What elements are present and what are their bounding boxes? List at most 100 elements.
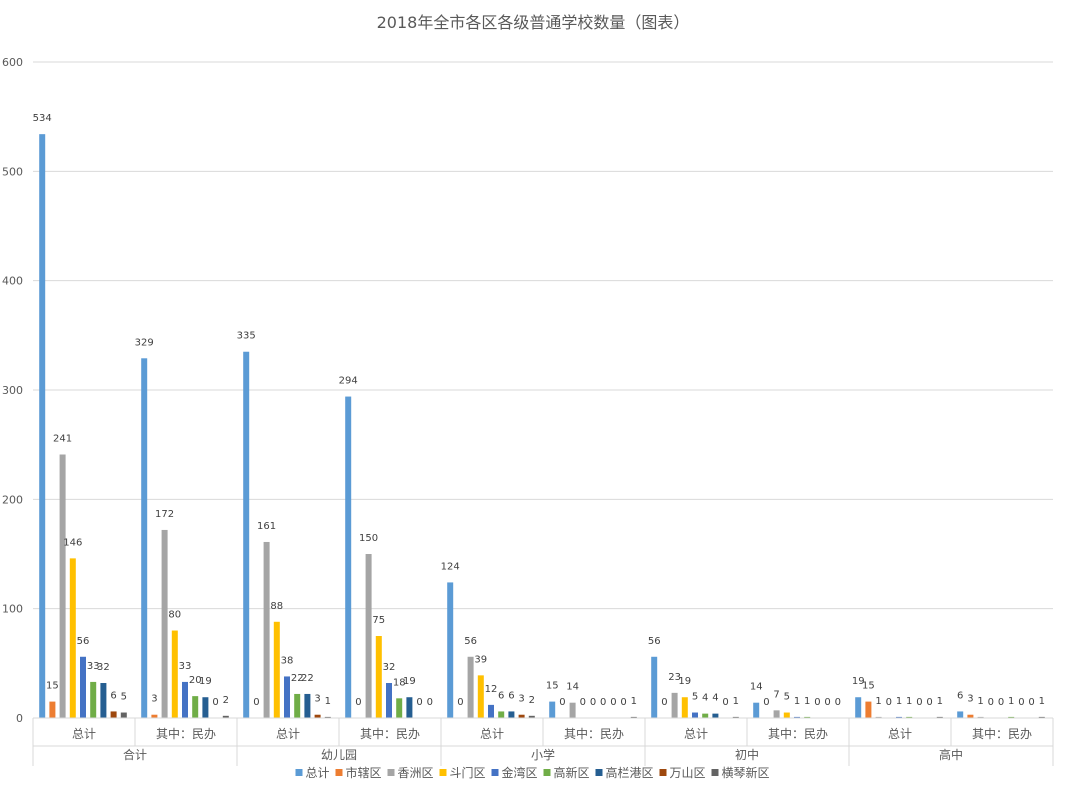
bar (518, 714, 525, 718)
data-label: 534 (33, 113, 52, 124)
data-label: 335 (237, 331, 256, 342)
legend-swatch (295, 769, 303, 776)
bar (39, 134, 46, 718)
category-label: 总计 (888, 727, 912, 741)
data-label: 0 (661, 697, 667, 708)
legend-swatch (491, 769, 499, 776)
data-label: 0 (610, 697, 616, 708)
data-label: 14 (750, 682, 763, 693)
y-tick-label: 400 (2, 275, 23, 288)
data-label: 1 (937, 696, 943, 707)
category-label: 总计 (276, 727, 300, 741)
data-label: 22 (291, 673, 304, 684)
data-label: 75 (372, 615, 385, 626)
category-label: 总计 (684, 727, 708, 741)
data-label: 19 (403, 676, 416, 687)
group-label: 初中 (735, 747, 759, 762)
data-label: 0 (559, 697, 565, 708)
data-label: 146 (63, 537, 82, 548)
legend-label: 总计 (306, 766, 330, 780)
data-label: 0 (886, 697, 892, 708)
data-label: 3 (967, 694, 973, 705)
bar (314, 714, 321, 718)
bar (120, 712, 127, 718)
data-label: 0 (457, 697, 463, 708)
data-label: 23 (668, 672, 681, 683)
data-label: 19 (678, 676, 691, 687)
data-label: 1 (325, 696, 331, 707)
bar (202, 697, 209, 718)
bar (161, 529, 168, 718)
legend-label: 高栏港区 (606, 765, 654, 780)
data-label: 0 (1028, 697, 1034, 708)
bar (304, 693, 311, 718)
group-label: 高中 (939, 747, 963, 762)
bar (345, 396, 352, 718)
data-label: 2 (529, 695, 535, 706)
gridlines (33, 61, 1053, 719)
bar (488, 704, 494, 718)
data-label: 15 (46, 681, 59, 692)
data-label: 0 (416, 697, 422, 708)
bar (671, 692, 678, 718)
data-label: 15 (862, 681, 875, 692)
data-label: 5 (784, 692, 790, 703)
bar (284, 676, 290, 718)
data-label: 33 (87, 661, 100, 672)
bar (630, 716, 637, 718)
bar (773, 710, 780, 718)
data-label: 150 (359, 533, 378, 544)
bar (906, 716, 913, 718)
bar (49, 701, 56, 718)
y-tick-label: 500 (2, 165, 23, 178)
data-label: 241 (53, 434, 72, 445)
data-label: 80 (168, 610, 181, 621)
data-label: 5 (692, 692, 698, 703)
data-label: 33 (179, 661, 192, 672)
data-label: 0 (926, 697, 932, 708)
data-label: 4 (702, 693, 708, 704)
bar (396, 698, 403, 718)
bar (447, 582, 454, 718)
data-label: 0 (1018, 697, 1024, 708)
category-label: 总计 (72, 727, 96, 741)
category-label: 其中：民办 (156, 726, 216, 741)
data-label: 0 (590, 697, 596, 708)
bar (141, 358, 148, 718)
data-label: 0 (600, 697, 606, 708)
bar (80, 656, 86, 718)
bar (498, 711, 505, 718)
data-label: 1 (631, 696, 637, 707)
data-label: 2 (223, 695, 229, 706)
data-label: 15 (546, 681, 559, 692)
bar (508, 711, 515, 718)
legend-label: 斗门区 (450, 765, 486, 780)
category-label: 其中：民办 (564, 726, 624, 741)
bar (192, 696, 199, 718)
bar (957, 711, 964, 718)
data-label: 56 (77, 636, 90, 647)
data-label: 7 (773, 689, 779, 700)
bar (375, 636, 382, 718)
data-label: 38 (281, 655, 294, 666)
data-label: 0 (835, 697, 841, 708)
data-label: 22 (301, 673, 314, 684)
data-label: 56 (464, 636, 477, 647)
data-label: 0 (916, 697, 922, 708)
y-tick-label: 300 (2, 384, 23, 397)
data-label: 3 (518, 694, 524, 705)
bar (681, 697, 688, 718)
bar (324, 716, 331, 718)
bar (273, 621, 280, 718)
bar (151, 714, 158, 718)
data-label: 6 (110, 690, 116, 701)
group-label: 合计 (123, 747, 147, 762)
bars (39, 134, 1045, 718)
category-label: 其中：民办 (360, 726, 420, 741)
bar (294, 693, 301, 718)
bar (977, 716, 984, 718)
bar (855, 697, 862, 718)
data-label: 6 (498, 690, 504, 701)
